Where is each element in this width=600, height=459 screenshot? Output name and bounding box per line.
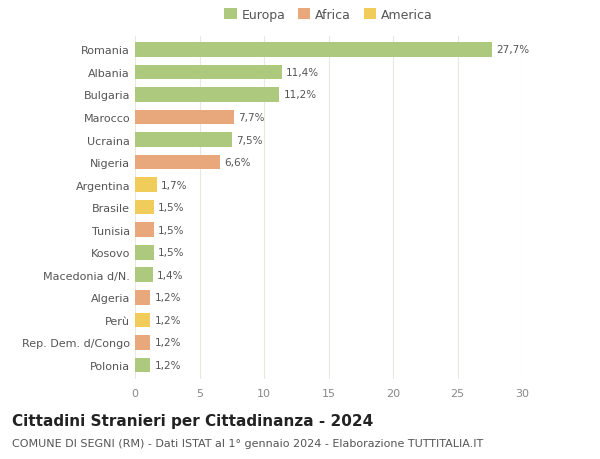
Text: 11,4%: 11,4%	[286, 68, 319, 78]
Bar	[135, 201, 154, 215]
Text: 1,4%: 1,4%	[157, 270, 184, 280]
Bar	[135, 291, 151, 305]
Text: 11,2%: 11,2%	[283, 90, 316, 100]
Text: 27,7%: 27,7%	[496, 45, 529, 55]
Text: 1,2%: 1,2%	[154, 338, 181, 347]
Bar	[135, 246, 154, 260]
Bar	[135, 178, 157, 192]
Bar	[135, 88, 280, 102]
Bar	[135, 336, 151, 350]
Text: 1,5%: 1,5%	[158, 203, 185, 213]
Bar	[135, 156, 220, 170]
Bar	[135, 43, 493, 57]
Bar	[135, 65, 282, 80]
Text: Cittadini Stranieri per Cittadinanza - 2024: Cittadini Stranieri per Cittadinanza - 2…	[12, 413, 373, 428]
Text: 1,2%: 1,2%	[154, 293, 181, 302]
Bar	[135, 133, 232, 147]
Text: 6,6%: 6,6%	[224, 158, 251, 168]
Legend: Europa, Africa, America: Europa, Africa, America	[219, 4, 438, 27]
Bar	[135, 313, 151, 327]
Bar	[135, 223, 154, 237]
Text: 1,2%: 1,2%	[154, 315, 181, 325]
Text: 1,5%: 1,5%	[158, 225, 185, 235]
Bar	[135, 358, 151, 373]
Text: 7,5%: 7,5%	[236, 135, 262, 145]
Text: COMUNE DI SEGNI (RM) - Dati ISTAT al 1° gennaio 2024 - Elaborazione TUTTITALIA.I: COMUNE DI SEGNI (RM) - Dati ISTAT al 1° …	[12, 438, 483, 448]
Text: 1,2%: 1,2%	[154, 360, 181, 370]
Bar	[135, 268, 153, 282]
Text: 7,7%: 7,7%	[238, 113, 265, 123]
Text: 1,5%: 1,5%	[158, 248, 185, 257]
Text: 1,7%: 1,7%	[161, 180, 187, 190]
Bar	[135, 111, 235, 125]
